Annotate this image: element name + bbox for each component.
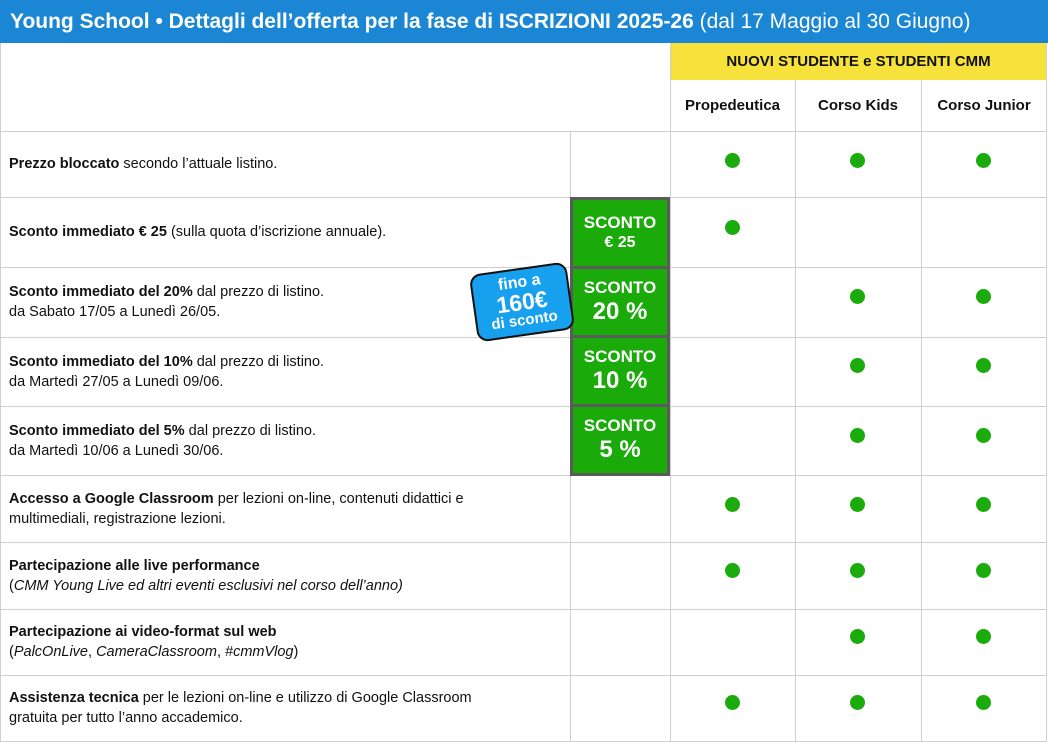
row-label-line2: multimediali, registrazione lezioni. <box>9 510 226 527</box>
row-label-text: secondo l’attuale listino. <box>119 156 278 172</box>
row-label-text: per le lezioni on-line e utilizzo di Goo… <box>138 690 472 706</box>
column-header-corso-junior: Corso Junior <box>937 97 1031 114</box>
check-dot-icon <box>976 629 991 644</box>
row-label-italic: #cmmVlog <box>225 644 294 660</box>
check-dot-icon <box>976 153 991 168</box>
check-dot-icon <box>725 153 740 168</box>
row-label-italic: PalcOnLive <box>13 644 88 660</box>
title-separator: • <box>149 10 169 33</box>
check-dot-icon <box>725 695 740 710</box>
row-label-line2: gratuita per tutto l’anno accademico. <box>9 710 243 726</box>
check-dot-icon <box>725 220 740 235</box>
grid-line <box>1046 43 1047 742</box>
row-label-italic: CameraClassroom <box>96 644 217 660</box>
row-label-paren: ( <box>9 577 14 594</box>
row-label-prezzo-bloccato: Prezzo bloccato secondo l’attuale listin… <box>9 131 277 197</box>
row-label-bold: Accesso a Google Classroom <box>9 490 214 507</box>
title-period: (dal 17 Maggio al 30 Giugno) <box>693 10 971 33</box>
grid-line <box>0 131 1047 132</box>
check-dot-icon <box>976 289 991 304</box>
row-label-google-classroom: Accesso a Google Classroom per lezioni o… <box>9 475 464 542</box>
check-dot-icon <box>850 153 865 168</box>
row-label-text: per lezioni on-line, contenuti didattici… <box>213 490 464 507</box>
row-label-text: dal prezzo di listino. <box>192 284 325 300</box>
page-title: Young School • Dettagli dell’offerta per… <box>0 0 1048 43</box>
grid-line <box>795 80 796 742</box>
title-school: Young School <box>10 10 150 33</box>
group-header: NUOVI STUDENTE e STUDENTI CMM <box>670 43 1047 80</box>
grid-line <box>0 475 1047 476</box>
row-label-video-format: Partecipazione ai video-format sul web (… <box>9 609 298 675</box>
check-dot-icon <box>850 563 865 578</box>
row-label-sconto-10: Sconto immediato del 10% dal prezzo di l… <box>9 337 324 406</box>
sconto-value: 20 % <box>592 298 648 325</box>
sconto-value: 10 % <box>592 367 648 394</box>
grid-line <box>670 43 671 742</box>
check-dot-icon <box>850 358 865 373</box>
row-label-dates: da Martedì 27/05 a Lunedì 09/06. <box>9 373 224 390</box>
sconto-box-20: SCONTO 20 % <box>570 266 670 338</box>
grid-line <box>0 337 1047 338</box>
check-dot-icon <box>850 629 865 644</box>
row-label-bold: Assistenza tecnica <box>9 690 139 706</box>
check-dot-icon <box>725 497 740 512</box>
row-label-paren: ) <box>293 644 299 660</box>
grid-line <box>0 542 1047 543</box>
row-label-sconto-5: Sconto immediato del 5% dal prezzo di li… <box>9 406 316 475</box>
row-label-bold: Sconto immediato del 10% <box>9 353 193 370</box>
sconto-box-10: SCONTO 10 % <box>570 335 670 407</box>
column-header-propedeutica: Propedeutica <box>684 97 781 114</box>
row-label-bold: Partecipazione ai video-format sul web <box>9 624 277 640</box>
row-label-bold: Sconto immediato € 25 <box>9 224 167 240</box>
check-dot-icon <box>850 289 865 304</box>
sconto-label: SCONTO <box>583 278 657 297</box>
row-label-bold: Prezzo bloccato <box>9 156 120 172</box>
grid-line <box>0 609 1047 610</box>
offer-table: NUOVI STUDENTE e STUDENTI CMM Propedeuti… <box>0 43 1048 742</box>
grid-line <box>0 675 1047 676</box>
row-label-text: dal prezzo di listino. <box>184 422 317 439</box>
row-label-bold: Partecipazione alle live performance <box>9 557 260 574</box>
check-dot-icon <box>976 428 991 443</box>
sconto-label: SCONTO <box>583 416 657 435</box>
row-label-sep: , <box>88 644 97 660</box>
row-label-dates: da Martedì 10/06 a Lunedì 30/06. <box>9 442 224 459</box>
row-label-italic: CMM Young Live ed altri eventi esclusivi… <box>13 577 403 594</box>
row-label-text: dal prezzo di listino. <box>192 353 325 370</box>
sconto-label: SCONTO <box>583 347 657 366</box>
sconto-value: € 25 <box>604 234 636 251</box>
check-dot-icon <box>976 358 991 373</box>
grid-line <box>921 80 922 742</box>
check-dot-icon <box>976 695 991 710</box>
row-label-sep: , <box>216 644 225 660</box>
title-main: Dettagli dell’offerta per la fase di ISC… <box>168 10 694 33</box>
check-dot-icon <box>725 563 740 578</box>
grid-line <box>0 406 1047 407</box>
column-header-corso-kids: Corso Kids <box>817 97 898 114</box>
row-label-sconto-25: Sconto immediato € 25 (sulla quota d’isc… <box>9 197 386 267</box>
sconto-label: SCONTO <box>583 213 657 232</box>
row-label-text: (sulla quota d’iscrizione annuale). <box>166 224 387 240</box>
check-dot-icon <box>976 563 991 578</box>
sconto-value: 5 % <box>599 436 641 463</box>
sconto-box-25: SCONTO € 25 <box>570 197 670 269</box>
sconto-box-5: SCONTO 5 % <box>570 404 670 476</box>
max-discount-badge: fino a 160€ di sconto <box>468 261 576 343</box>
row-label-bold: Sconto immediato del 5% <box>9 422 185 439</box>
check-dot-icon <box>850 695 865 710</box>
row-label-live-performance: Partecipazione alle live performance (CM… <box>9 542 403 609</box>
grid-line <box>0 197 1047 198</box>
check-dot-icon <box>850 497 865 512</box>
row-label-bold: Sconto immediato del 20% <box>9 284 193 300</box>
grid-line <box>0 43 1 742</box>
row-label-sconto-20: Sconto immediato del 20% dal prezzo di l… <box>9 267 324 337</box>
check-dot-icon <box>976 497 991 512</box>
row-label-assistenza-tecnica: Assistenza tecnica per le lezioni on-lin… <box>9 675 472 741</box>
row-label-paren: ( <box>9 644 14 660</box>
check-dot-icon <box>850 428 865 443</box>
row-label-dates: da Sabato 17/05 a Lunedì 26/05. <box>9 304 221 320</box>
